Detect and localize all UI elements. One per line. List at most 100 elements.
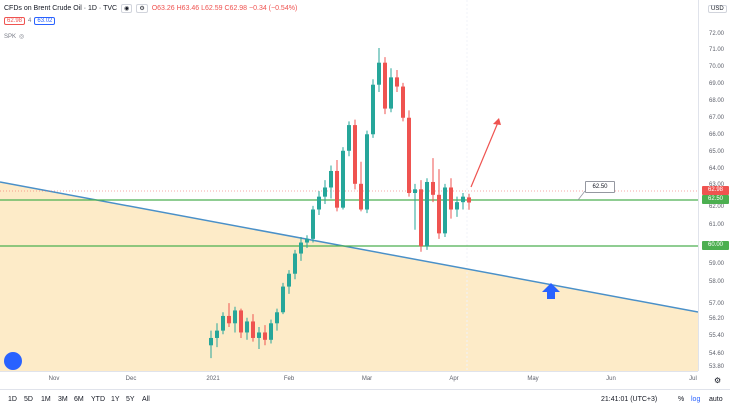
eye-off-icon[interactable]: ◎ — [19, 34, 25, 40]
candle-body — [365, 134, 369, 210]
candle-body — [425, 181, 429, 247]
candle-body — [443, 187, 447, 234]
price-annotation[interactable]: 62.50 — [585, 181, 615, 193]
bottom-toolbar: 1D 5D 1M 3M 6M YTD 1Y 5Y All 21:41:01 (UTC+3) % … — [0, 376, 730, 411]
trend-line[interactable] — [0, 181, 698, 313]
up-arrow-icon[interactable] — [542, 283, 560, 299]
candle-body — [335, 170, 339, 208]
timeframe-button[interactable]: All — [142, 396, 150, 403]
buy-price[interactable]: 63.02 — [34, 17, 56, 25]
annotation-connector — [577, 190, 586, 201]
timeframe-button[interactable]: 3M — [58, 396, 68, 403]
legend: CFDs on Brent Crude Oil · 1D · TVC ◉ ⚙ O… — [4, 4, 297, 13]
log-toggle[interactable]: log — [691, 396, 701, 403]
candle-body — [437, 194, 441, 234]
candle-body — [299, 242, 303, 254]
candle-body — [227, 315, 231, 324]
candle-body — [251, 321, 255, 338]
candle-body — [413, 189, 417, 193]
chart-canvas[interactable] — [0, 0, 698, 371]
settings-icon[interactable]: ⚙ — [136, 4, 148, 13]
price-tick-label: 63.00 — [709, 182, 725, 188]
candle-body — [215, 330, 219, 338]
candle-body — [371, 84, 375, 135]
price-tick-label: 72.00 — [709, 31, 725, 37]
candle-body — [407, 117, 411, 193]
price-tick-label: 65.00 — [709, 149, 725, 155]
study-label: SPK — [4, 33, 17, 40]
candle-body — [305, 238, 309, 243]
price-tick-label: 71.00 — [709, 47, 725, 53]
timeframe-button[interactable]: 5Y — [126, 396, 135, 403]
candle-body — [389, 77, 393, 109]
candle-body — [359, 183, 363, 210]
price-tick-label: 54.60 — [709, 351, 725, 357]
price-badge: 62.50 — [702, 195, 729, 204]
tradingview-logo-icon[interactable] — [4, 352, 22, 370]
time-tick-label: May — [527, 376, 539, 382]
time-tick-label: Nov — [48, 376, 60, 382]
price-tick-label: 53.80 — [709, 364, 725, 370]
price-axis[interactable]: 72.00 71.00 70.00 69.00 68.00 67.00 66.00 65.00… — [698, 0, 730, 371]
candle-body — [431, 181, 435, 195]
price-tick-label: 56.20 — [709, 316, 725, 322]
candle-body — [401, 86, 405, 118]
candle-body — [377, 62, 381, 85]
price-tick-label: 64.00 — [709, 166, 725, 172]
timeframe-button[interactable]: 6M — [74, 396, 84, 403]
timeframe-button[interactable]: YTD — [91, 396, 105, 403]
candle-body — [257, 332, 261, 338]
candle-body — [323, 187, 327, 197]
timeframe-button[interactable]: 1D — [8, 396, 17, 403]
price-tick-label: 58.00 — [709, 279, 725, 285]
forecast-arrow-head — [493, 118, 501, 125]
time-tick-label: Feb — [283, 376, 295, 382]
candle-body — [269, 323, 273, 340]
forecast-arrow-line[interactable] — [470, 119, 500, 188]
candles-group — [209, 48, 471, 359]
price-badge: 62.98 — [702, 186, 729, 195]
time-tick-label: 2021 — [206, 376, 220, 382]
auto-toggle[interactable]: auto — [709, 396, 723, 403]
currency-label[interactable]: USD — [708, 5, 727, 13]
candle-body — [275, 312, 279, 324]
price-tick-label: 70.00 — [709, 64, 725, 70]
chart-area[interactable]: CFDs on Brent Crude Oil · 1D · TVC ◉ ⚙ O… — [0, 0, 698, 371]
symbol-title[interactable]: CFDs on Brent Crude Oil · 1D · TVC — [4, 5, 118, 12]
candle-body — [221, 315, 225, 331]
support-zone — [0, 182, 698, 371]
study-legend: SPK ◎ — [4, 33, 25, 41]
candle-body — [383, 62, 387, 109]
clock[interactable]: 21:41:01 (UTC+3) — [601, 396, 658, 403]
time-tick-label: Jun — [606, 376, 616, 382]
price-badge: 60.00 — [702, 241, 729, 250]
price-row: 62.98 4 63.02 — [4, 17, 56, 25]
candle-body — [341, 150, 345, 208]
candle-body — [329, 170, 333, 188]
candle-body — [455, 202, 459, 210]
timeframe-button[interactable]: 1M — [41, 396, 51, 403]
price-tick-label: 69.00 — [709, 81, 725, 87]
time-tick-label: Dec — [125, 376, 137, 382]
candle-body — [353, 125, 357, 184]
price-tick-label: 55.40 — [709, 333, 725, 339]
spread: 4 — [28, 18, 32, 24]
candle-body — [209, 337, 213, 346]
ohlc-values: O63.26 H63.46 L62.59 C62.98 −0.34 (−0.54… — [151, 5, 298, 12]
time-tick-label: Apr — [449, 376, 459, 382]
candle-body — [395, 77, 399, 87]
settings-gear-icon[interactable]: ⚙ — [714, 376, 722, 385]
percent-toggle[interactable]: % — [678, 396, 685, 403]
candle-body — [317, 196, 321, 210]
time-axis[interactable]: Nov Dec 2021 Feb Mar Apr May Jun Jul — [0, 371, 698, 390]
candle-body — [287, 273, 291, 287]
candle-body — [293, 253, 297, 274]
candle-body — [281, 286, 285, 313]
price-tick-label: 61.00 — [709, 222, 725, 228]
candle-body — [347, 125, 351, 151]
candle-body — [449, 187, 453, 210]
eye-icon[interactable]: ◉ — [121, 4, 133, 13]
timeframe-button[interactable]: 1Y — [111, 396, 120, 403]
timeframe-button[interactable]: 5D — [24, 396, 33, 403]
sell-price[interactable]: 62.98 — [4, 17, 26, 25]
